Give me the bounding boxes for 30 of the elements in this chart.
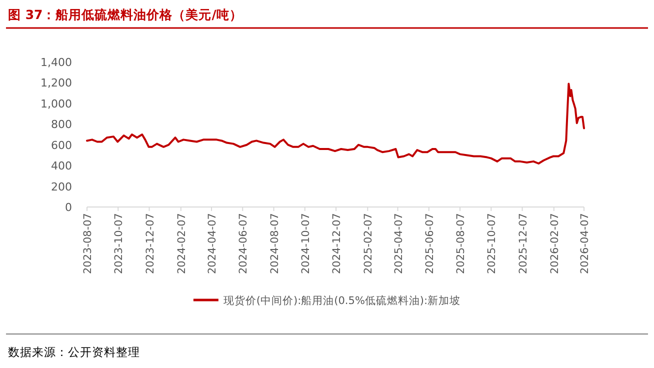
x-tick-label: 2026-02-07: [548, 213, 561, 274]
x-tick-label: 2023-10-07: [113, 213, 126, 274]
line-series: [86, 82, 585, 164]
chart-title: 图 37：船用低硫燃料油价格（美元/吨）: [8, 7, 242, 22]
legend: 现货价(中间价):船用油(0.5%低硫燃料油):新加坡: [193, 295, 461, 307]
x-tick-label: 2024-06-07: [238, 213, 250, 274]
y-tick-label: 0: [65, 201, 72, 214]
x-tick-label: 2023-08-07: [82, 213, 94, 274]
x-tick-label: 2025-12-07: [517, 213, 530, 274]
x-tick-label: 2025-10-07: [486, 213, 498, 274]
y-tick-label: 200: [51, 180, 72, 194]
x-tick-label: 2024-02-07: [176, 213, 188, 274]
legend-label: 现货价(中间价):船用油(0.5%低硫燃料油):新加坡: [223, 294, 461, 307]
y-tick-label: 800: [51, 118, 72, 132]
x-tick-label: 2023-12-07: [144, 213, 156, 274]
y-tick-label: 1,000: [40, 97, 72, 110]
x-tick-label: 2024-12-07: [331, 213, 344, 274]
y-tick-label: 400: [51, 160, 72, 173]
x-tick-label: 2026-04-07: [579, 213, 591, 274]
y-tick-label: 1,200: [40, 76, 72, 90]
y-tick-label: 1,400: [40, 56, 72, 69]
x-tick-label: 2024-04-07: [206, 213, 219, 274]
x-tick-label: 2025-08-07: [455, 213, 468, 274]
y-tick-label: 600: [51, 138, 72, 152]
x-tick-label: 2025-04-07: [392, 213, 405, 274]
source-note: 数据来源：公开资料整理: [8, 345, 140, 359]
x-tick-label: 2025-02-07: [362, 213, 375, 274]
x-tick-label: 2024-10-07: [300, 213, 312, 274]
x-tick-label: 2024-08-07: [268, 213, 281, 274]
x-tick-label: 2025-06-07: [424, 213, 436, 274]
